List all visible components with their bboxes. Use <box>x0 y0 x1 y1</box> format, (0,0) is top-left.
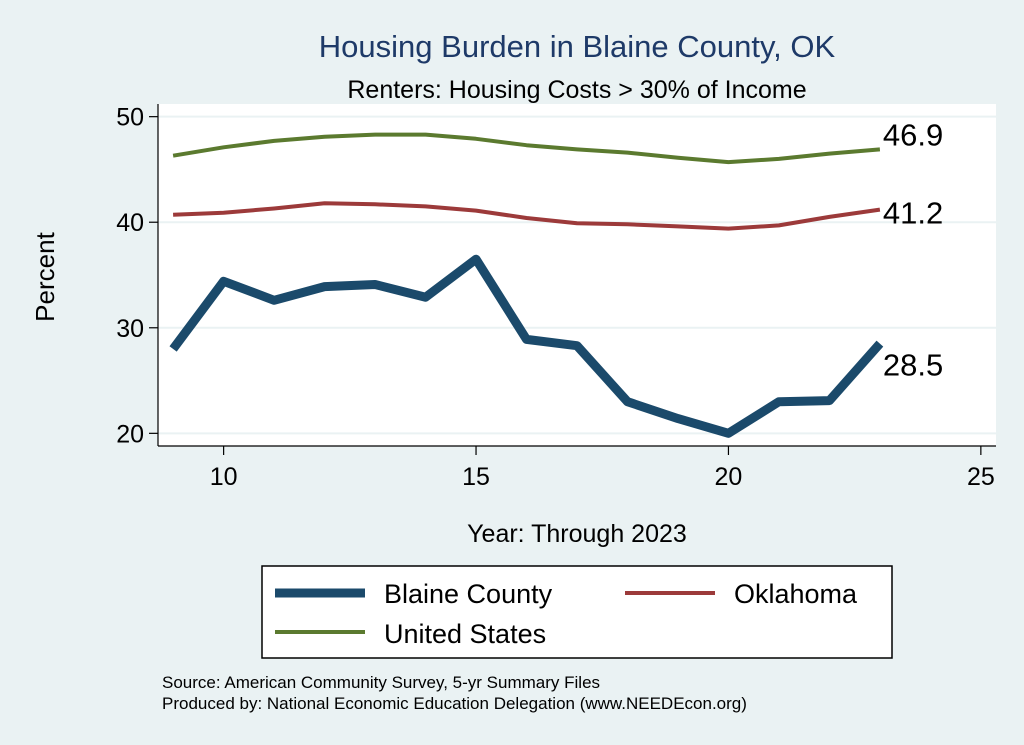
y-axis-title: Percent <box>30 231 60 321</box>
legend-label-blaine-county: Blaine County <box>384 579 553 609</box>
produced-by-note: Produced by: National Economic Education… <box>162 694 747 713</box>
y-tick-label: 30 <box>116 315 144 343</box>
y-tick-label: 20 <box>116 420 144 448</box>
end-label-blaine-county: 28.5 <box>883 348 943 383</box>
x-axis-title: Year: Through 2023 <box>467 520 687 548</box>
end-label-oklahoma: 41.2 <box>883 196 943 231</box>
x-tick-label: 20 <box>715 463 743 491</box>
y-tick-label: 40 <box>116 209 144 237</box>
end-label-united-states: 46.9 <box>883 117 943 152</box>
legend-label-oklahoma: Oklahoma <box>734 579 858 609</box>
x-tick-label: 25 <box>967 463 995 491</box>
chart: Housing Burden in Blaine County, OK Rent… <box>0 0 1024 745</box>
x-tick-label: 15 <box>462 463 490 491</box>
chart-subtitle: Renters: Housing Costs > 30% of Income <box>347 76 806 104</box>
y-tick-label: 50 <box>116 104 144 132</box>
plot-area <box>158 104 996 446</box>
source-note: Source: American Community Survey, 5-yr … <box>162 673 600 692</box>
x-tick-label: 10 <box>210 463 238 491</box>
chart-title: Housing Burden in Blaine County, OK <box>319 29 836 64</box>
legend-label-united-states: United States <box>384 619 546 649</box>
